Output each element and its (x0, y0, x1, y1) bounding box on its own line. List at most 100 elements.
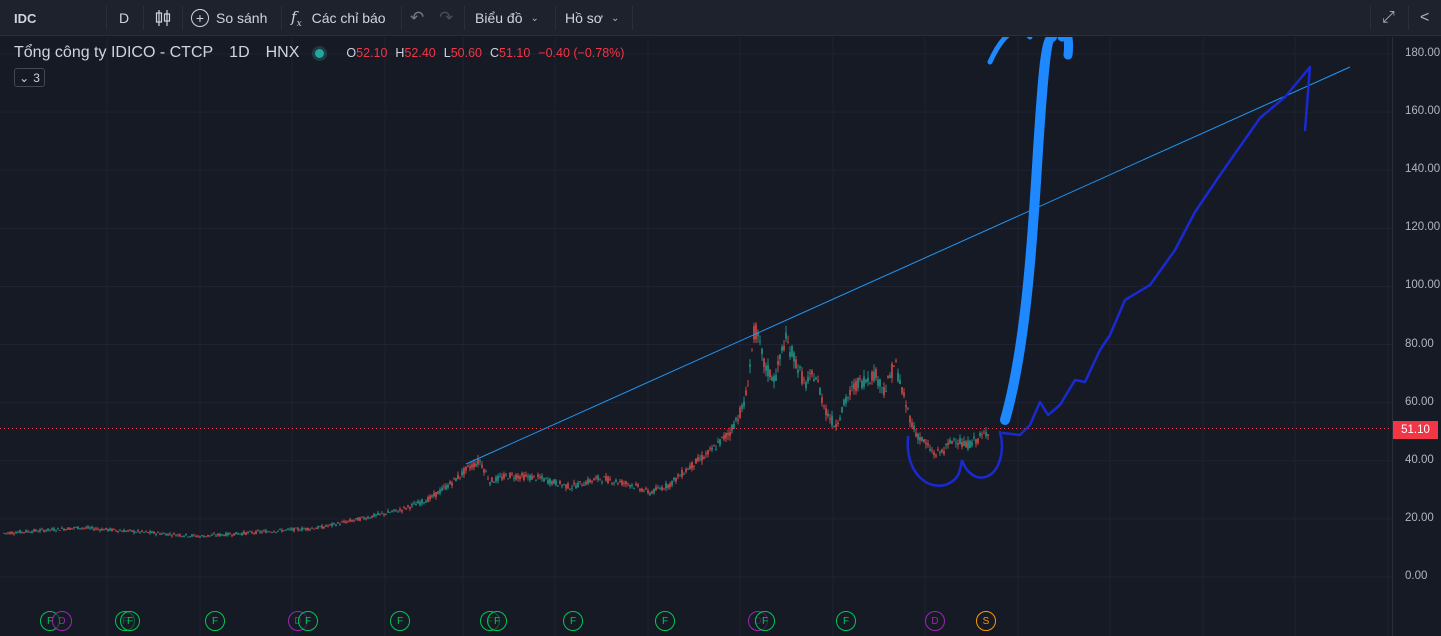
candle-body (769, 369, 771, 377)
candle-body (115, 530, 117, 532)
candle-body (45, 530, 47, 532)
candle-body (145, 531, 147, 533)
candle-body (717, 441, 719, 443)
event-marker-div[interactable]: D (52, 611, 72, 631)
event-marker-div[interactable]: D (925, 611, 945, 631)
candle-body (625, 481, 627, 485)
indicators-button[interactable]: fx Các chỉ báo (291, 0, 386, 36)
candle-body (461, 471, 463, 476)
symbol-search-button[interactable]: IDC (14, 10, 37, 26)
candlestick-icon[interactable] (154, 0, 172, 36)
candle-body (15, 532, 17, 534)
event-marker-fin[interactable]: F (563, 611, 583, 631)
candle-body (349, 519, 351, 522)
candle-body (735, 418, 737, 421)
candle-body (487, 478, 489, 480)
event-marker-fin[interactable]: F (298, 611, 318, 631)
candle-body (33, 529, 35, 532)
candle-body (391, 511, 393, 513)
event-marker-fin[interactable]: F (836, 611, 856, 631)
candle-body (187, 536, 189, 538)
profile-button[interactable]: Hồ sơ ⌄ (565, 0, 619, 36)
chart-layout-label: Biểu đồ (475, 10, 523, 26)
candle-body (191, 534, 193, 537)
undo-icon[interactable]: ↶ (410, 8, 425, 27)
collapse-indicators-button[interactable]: ⌄ 3 (14, 68, 45, 87)
candle-body (199, 536, 201, 538)
event-marker-fin[interactable]: F (487, 611, 507, 631)
event-marker-fin[interactable]: F (655, 611, 675, 631)
compare-button[interactable]: + So sánh (191, 0, 267, 36)
candle-body (845, 397, 847, 404)
candle-body (561, 485, 563, 487)
candle-body (651, 491, 653, 494)
event-marker-fin[interactable]: F (120, 611, 140, 631)
candle-body (823, 406, 825, 408)
candle-body (971, 442, 973, 446)
candle-body (331, 523, 333, 526)
event-marker-fin[interactable]: F (755, 611, 775, 631)
candle-body (437, 491, 439, 495)
candle-body (883, 387, 885, 396)
candle-body (233, 533, 235, 536)
interval-button[interactable]: D (119, 10, 130, 26)
candle-body (699, 458, 701, 460)
candle-body (237, 533, 239, 535)
candle-body (129, 529, 131, 531)
candle-body (403, 506, 405, 508)
candle-body (607, 476, 609, 484)
candle-body (531, 475, 533, 480)
candle-body (957, 443, 959, 445)
candle-body (721, 436, 723, 438)
event-marker-split[interactable]: S (976, 611, 996, 631)
price-tick-label: 180.00 (1405, 47, 1441, 59)
candle-body (663, 488, 665, 490)
candle-body (605, 476, 607, 481)
candle-body (225, 532, 227, 537)
legend-interval: 1D (229, 44, 250, 61)
candle-body (293, 527, 295, 532)
price-chart[interactable] (0, 37, 1392, 636)
candle-body (35, 529, 37, 532)
candle-body (811, 370, 813, 375)
candle-body (289, 528, 291, 530)
candle-body (867, 377, 869, 382)
chart-layout-button[interactable]: Biểu đồ ⌄ (475, 0, 539, 36)
candle-body (111, 528, 113, 532)
candle-body (25, 530, 27, 533)
candle-body (781, 346, 783, 351)
candle-body (321, 525, 323, 529)
candle-body (689, 465, 691, 469)
candle-body (319, 526, 321, 528)
candle-body (597, 475, 599, 480)
candle-body (935, 455, 937, 457)
share-icon[interactable]: < (1420, 9, 1430, 26)
candle-body (693, 465, 695, 467)
candle-body (159, 533, 161, 535)
candle-body (661, 487, 663, 491)
candle-body (809, 373, 811, 375)
candle-body (621, 480, 623, 485)
candle-body (753, 326, 755, 340)
candle-body (335, 524, 337, 526)
redo-icon[interactable]: ↷ (439, 8, 454, 27)
candle-body (939, 451, 941, 453)
candle-body (271, 532, 273, 534)
event-marker-fin[interactable]: F (205, 611, 225, 631)
candle-body (475, 464, 477, 467)
candle-body (281, 529, 283, 532)
price-axis[interactable]: 180.00 160.00 140.00 120.00 100.00 80.00 60.00… (1392, 37, 1441, 636)
candle-body (535, 479, 537, 481)
candle-body (465, 466, 467, 471)
fullscreen-icon[interactable]: ⤢ (1382, 9, 1395, 26)
candle-body (395, 509, 397, 511)
candle-body (787, 342, 789, 344)
candle-body (185, 533, 187, 536)
candle-body (119, 530, 121, 532)
chart-pane[interactable] (0, 37, 1441, 636)
event-marker-fin[interactable]: F (390, 611, 410, 631)
candle-body (629, 485, 631, 487)
candle-body (313, 528, 315, 530)
candle-body (443, 486, 445, 488)
candle-body (517, 475, 519, 479)
